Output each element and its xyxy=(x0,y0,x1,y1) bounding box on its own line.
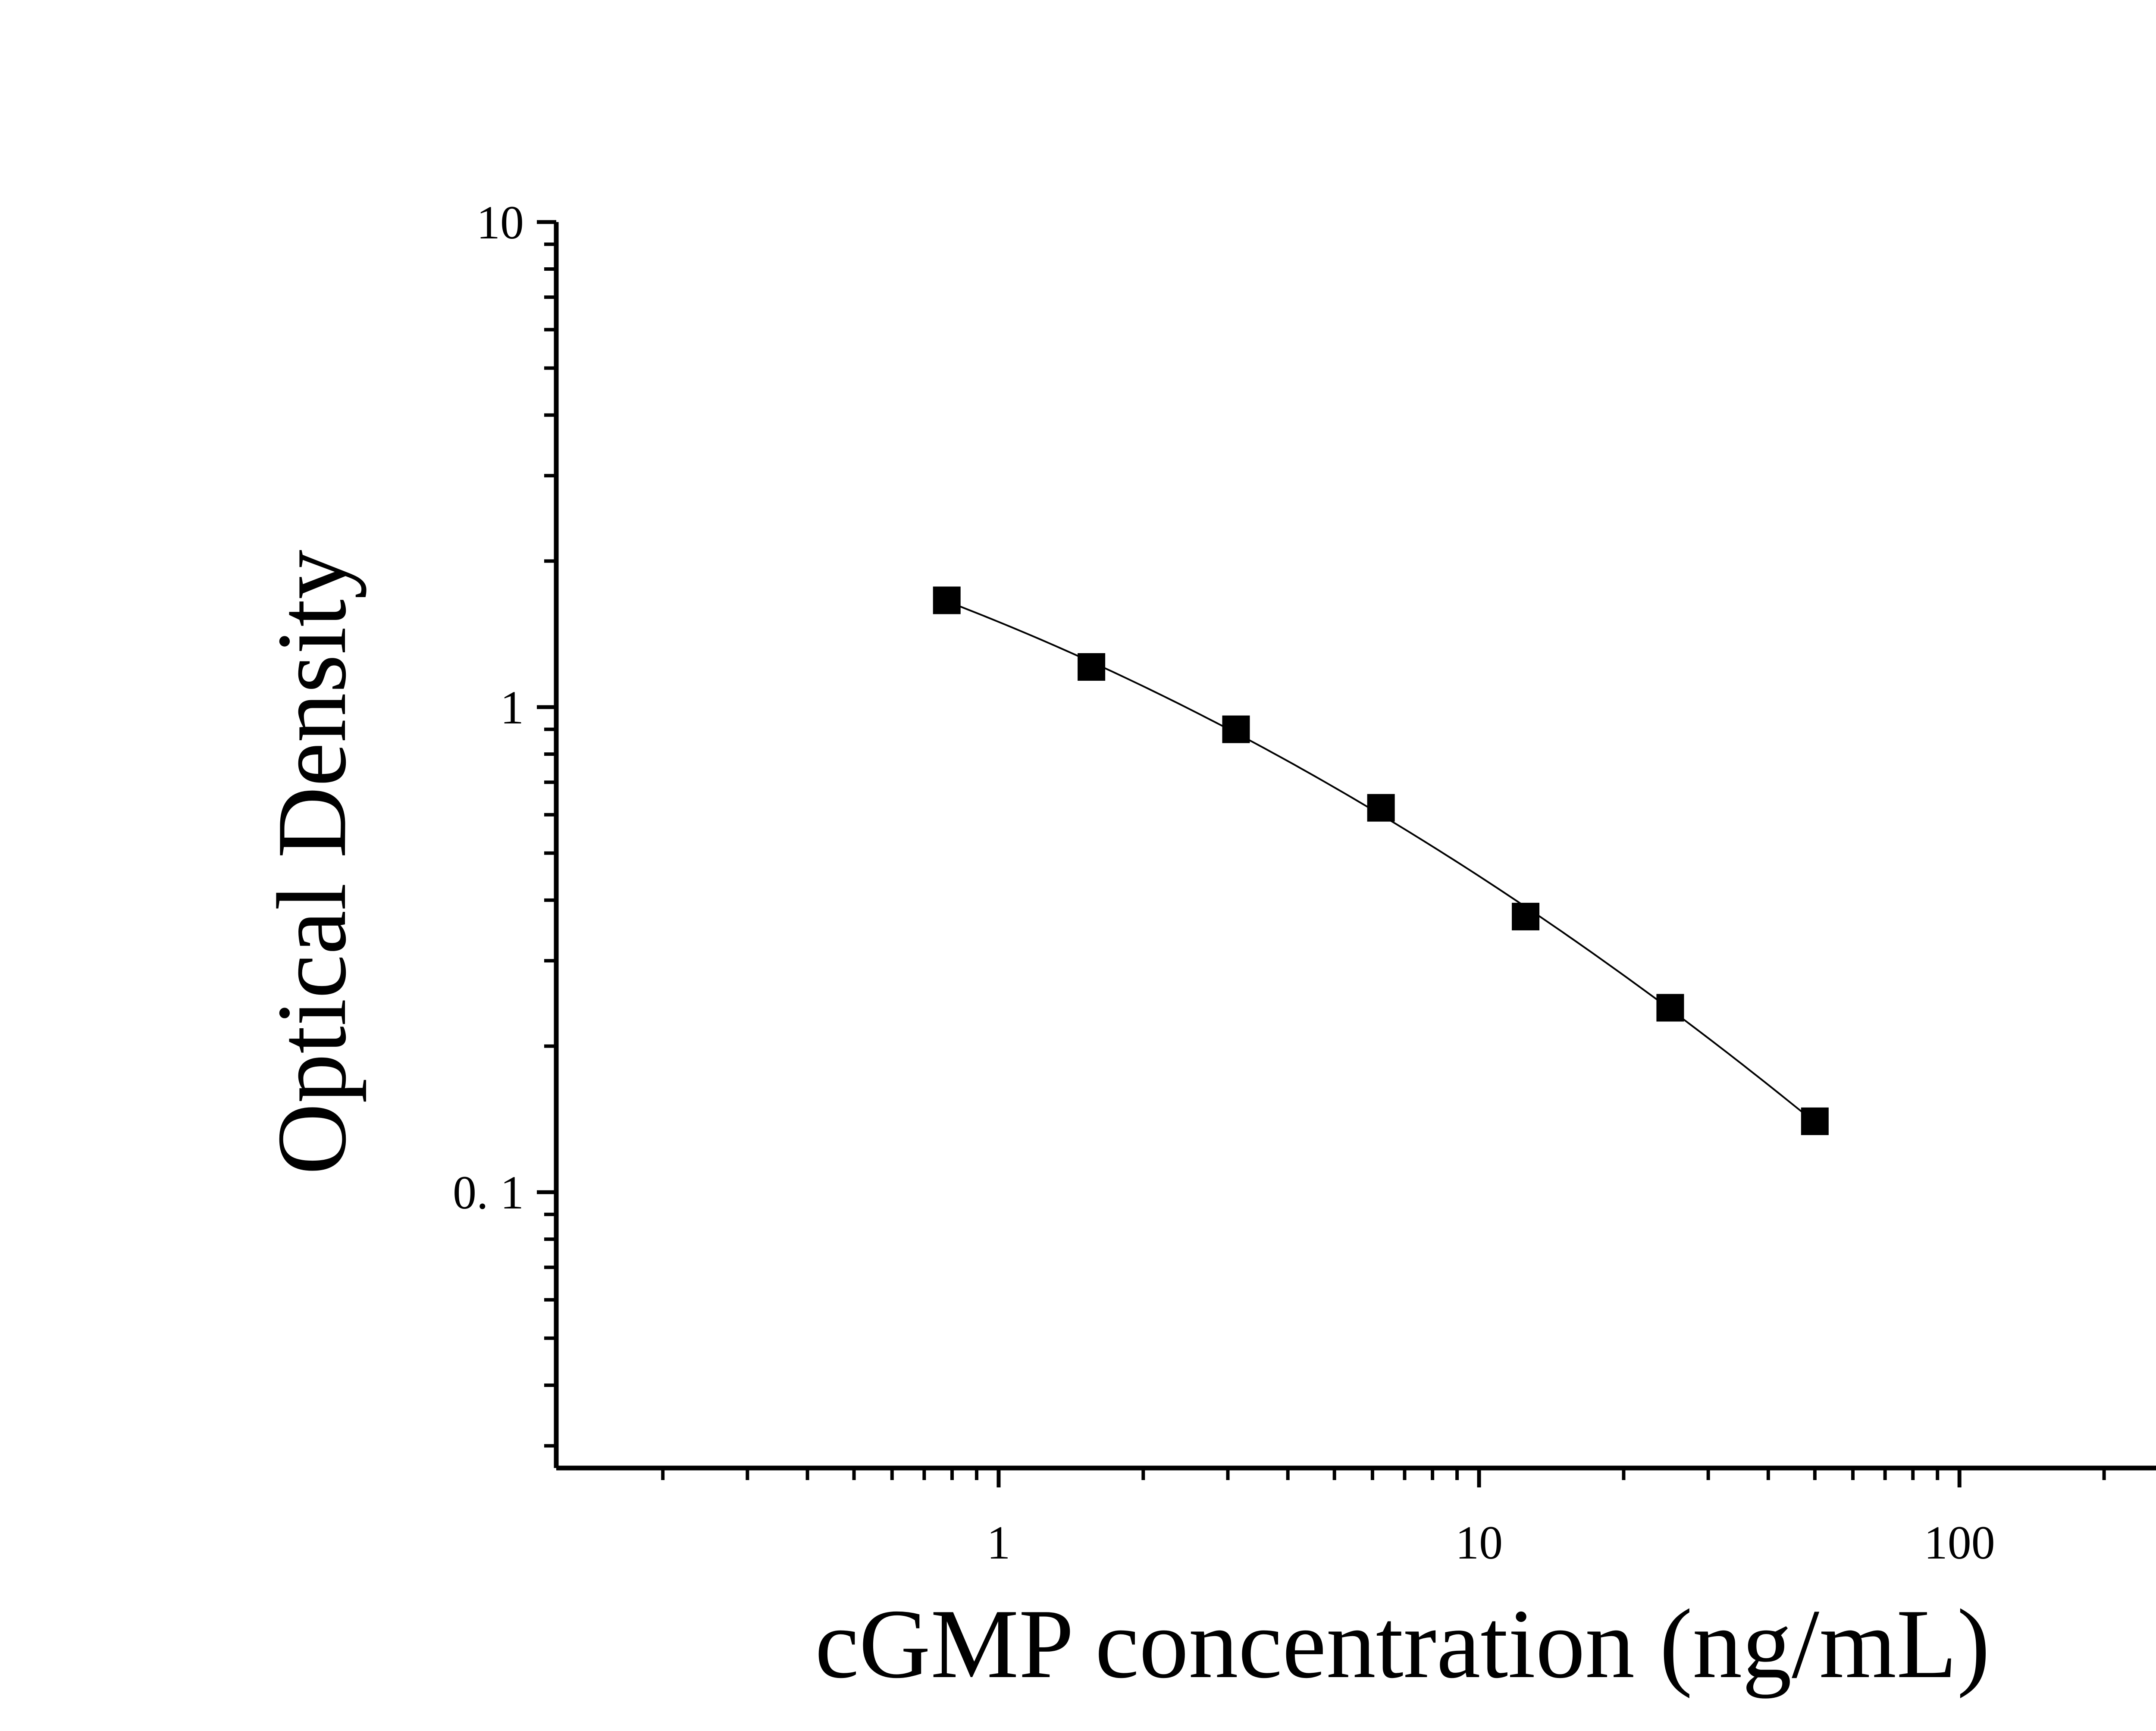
data-point xyxy=(1512,902,1540,930)
x-tick-label: 10 xyxy=(1455,1516,1503,1569)
data-point xyxy=(1656,994,1684,1022)
data-points xyxy=(933,586,1829,1135)
data-point xyxy=(1367,794,1395,822)
data-point xyxy=(1222,715,1250,743)
data-point xyxy=(1801,1107,1829,1135)
tick-labels: 1 10 100 10 1 0. 1 xyxy=(453,196,1995,1569)
data-point xyxy=(933,586,961,614)
x-tick-label: 1 xyxy=(987,1516,1010,1569)
axes xyxy=(554,222,2156,1471)
y-tick-label: 10 xyxy=(476,196,524,249)
x-tick-label: 100 xyxy=(1924,1516,1995,1569)
fit-curve-group xyxy=(946,600,1816,1123)
x-axis-title: cGMP concentration (ng/mL) xyxy=(815,1589,1990,1699)
y-tick-label: 1 xyxy=(500,681,524,734)
data-point xyxy=(1078,653,1106,681)
y-axis-title: Optical Density xyxy=(257,550,367,1175)
fit-curve xyxy=(946,600,1816,1123)
ticks xyxy=(537,220,2106,1487)
y-tick-label: 0. 1 xyxy=(453,1166,524,1219)
